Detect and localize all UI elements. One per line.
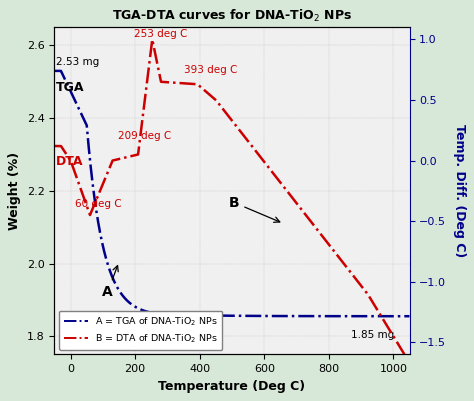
X-axis label: Temperature (Deg C): Temperature (Deg C) — [158, 380, 306, 393]
Text: 209 deg C: 209 deg C — [118, 131, 172, 141]
Y-axis label: Temp. Diff. (Deg C): Temp. Diff. (Deg C) — [453, 124, 465, 257]
Legend: A = TGA of DNA-TiO$_2$ NPs, B = DTA of DNA-TiO$_2$ NPs: A = TGA of DNA-TiO$_2$ NPs, B = DTA of D… — [59, 310, 222, 350]
Text: 1.85 mg: 1.85 mg — [351, 330, 395, 340]
Y-axis label: Weight (%): Weight (%) — [9, 152, 21, 230]
Text: 393 deg C: 393 deg C — [183, 65, 237, 75]
Text: A: A — [102, 265, 118, 299]
Text: DTA: DTA — [56, 156, 83, 168]
Text: 60 deg C: 60 deg C — [75, 198, 122, 209]
Text: TGA: TGA — [56, 81, 84, 94]
Text: B: B — [229, 196, 280, 222]
Title: TGA-DTA curves for DNA-TiO$_2$ NPs: TGA-DTA curves for DNA-TiO$_2$ NPs — [112, 8, 352, 24]
Text: 2.53 mg: 2.53 mg — [56, 57, 100, 67]
Text: 253 deg C: 253 deg C — [134, 29, 187, 39]
